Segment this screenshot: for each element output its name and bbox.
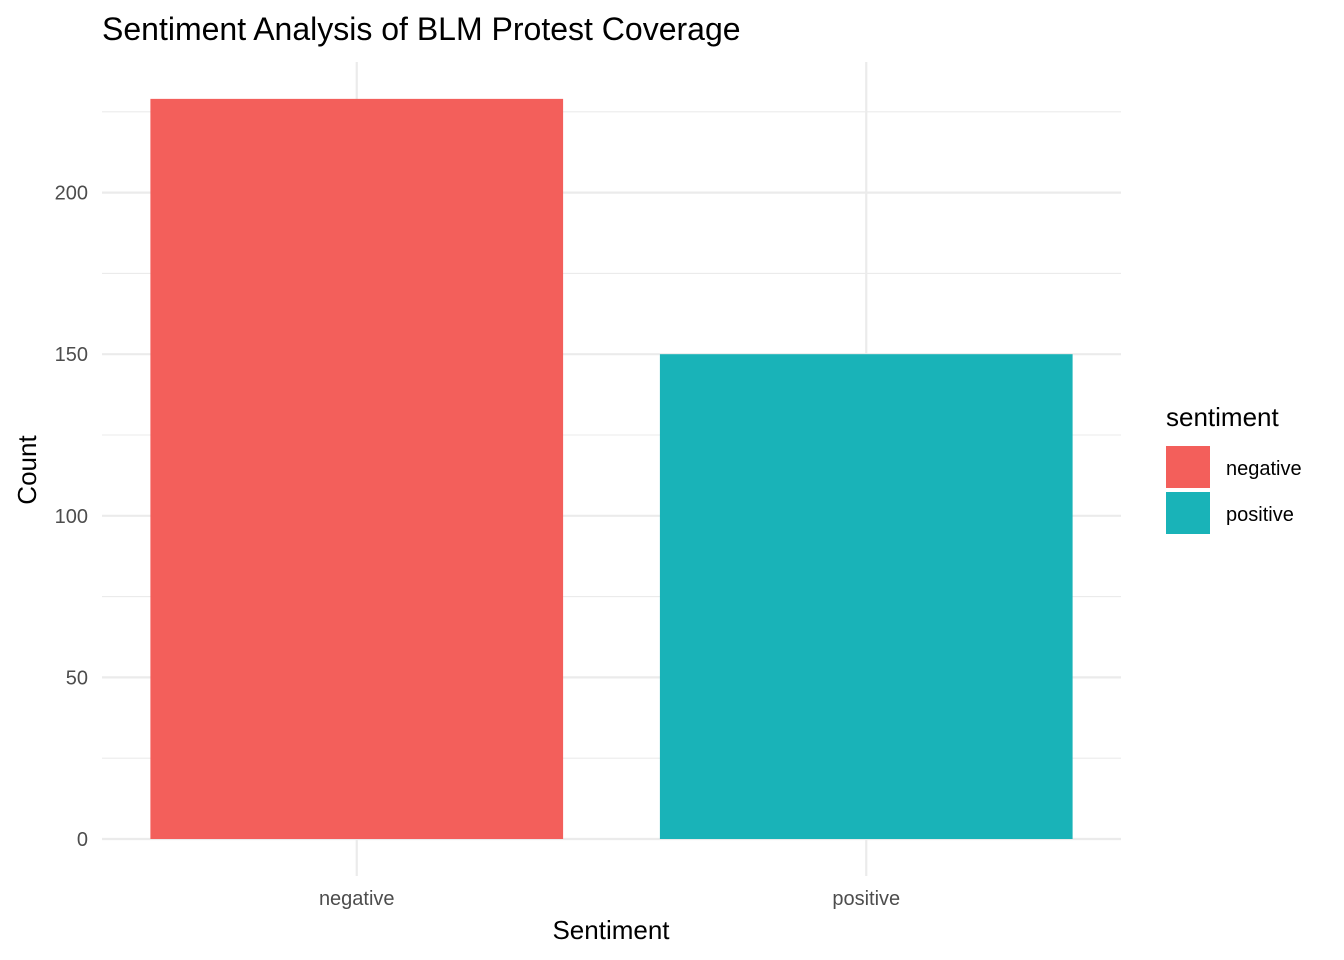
y-tick-label: 100 <box>55 506 88 528</box>
y-axis-title: Count <box>12 435 42 505</box>
y-axis-ticks: 0 50 100 150 200 <box>55 183 88 851</box>
legend-title: sentiment <box>1166 402 1279 432</box>
legend-swatch-positive <box>1166 492 1210 534</box>
y-tick-label: 50 <box>66 667 88 689</box>
y-tick-label: 150 <box>55 344 88 366</box>
bars <box>150 98 1073 839</box>
x-tick-label: positive <box>832 888 900 910</box>
legend-label-negative: negative <box>1226 458 1302 480</box>
x-tick-label: negative <box>319 888 395 910</box>
legend: sentiment negative positive <box>1166 402 1302 534</box>
chart-title: Sentiment Analysis of BLM Protest Covera… <box>102 11 741 47</box>
bar-negative <box>150 98 564 839</box>
legend-label-positive: positive <box>1226 504 1294 526</box>
y-tick-label: 200 <box>55 183 88 205</box>
x-axis-title: Sentiment <box>552 915 670 945</box>
x-axis-ticks: negative positive <box>319 888 900 910</box>
bar-positive <box>659 354 1073 839</box>
y-tick-label: 0 <box>77 829 88 851</box>
legend-swatch-negative <box>1166 446 1210 488</box>
